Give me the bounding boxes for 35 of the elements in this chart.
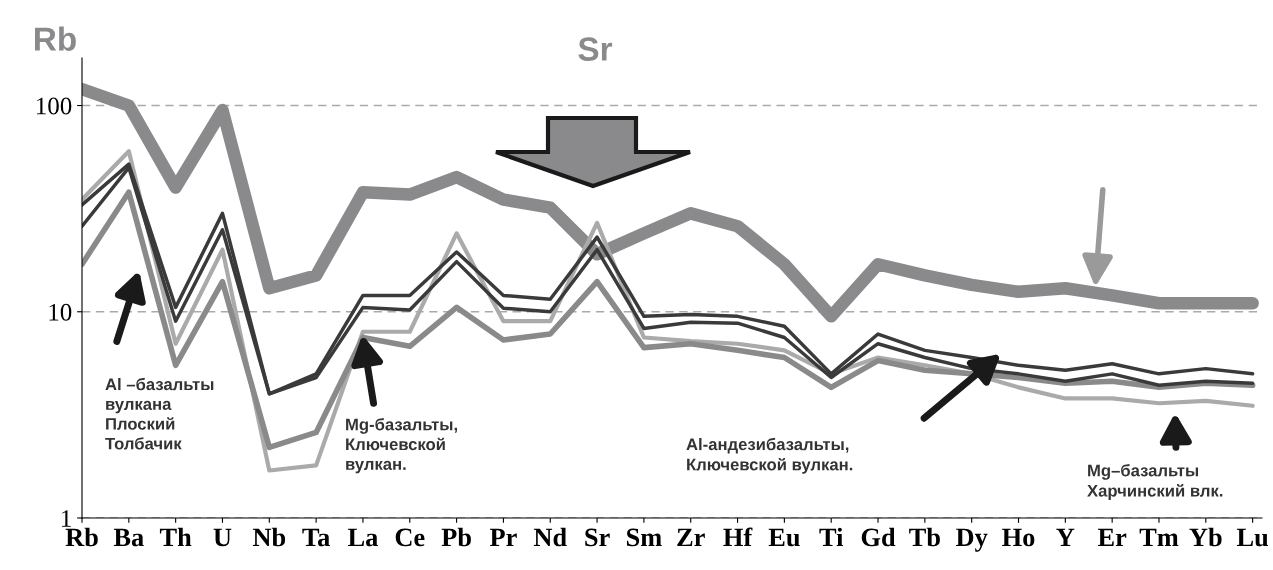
x-tick-label: Nb [252,527,286,547]
x-tick-label: Er [1097,528,1127,547]
x-tick-label: Tm [1139,528,1179,547]
annotation: Al-андезибазальты, Ключевской вулкан. [686,437,853,474]
x-tick-label: Tb [909,527,940,547]
annotation: Al –базальты вулкана Плоский Толбачик [105,377,214,450]
x-tick-label: Sr [585,528,610,547]
x-tick-label: Pr [489,528,517,547]
x-tick-label: Ho [1002,528,1035,547]
x-tick-label: Zr [677,528,705,547]
x-tick-label: Lu [1236,528,1269,547]
x-tick-label: Dy [956,528,988,552]
x-tick-label: Hf [723,527,753,547]
x-tick-label: Ba [113,528,144,547]
annotation: Sr [578,37,613,61]
x-tick-label: Gd [861,527,896,547]
x-tick-label: Ti [819,527,844,547]
annotation: Mg–базальты Харчинский влк. [1087,464,1223,500]
text: Rb [35,26,76,51]
x-tick-label: Yb [1189,527,1222,547]
x-tick-label: Ta [302,528,330,547]
x-tick-label: U [213,528,232,547]
annotation: Mg-базальты, Ключевской вулкан. [346,418,457,474]
x-tick-label: Sm [626,528,662,547]
y-tick-label: 100 [36,97,72,115]
y-tick-label: 1 [61,510,71,527]
x-tick-label: Eu [768,528,800,547]
x-tick-label: Y [1056,528,1075,547]
x-tick-label: Rb [65,527,98,547]
x-tick-label: La [348,528,378,547]
x-tick-label: Th [159,527,192,547]
x-tick-label: Nd [533,527,567,547]
y-tick-label: 10 [49,303,72,321]
x-tick-label: Pb [441,527,471,547]
x-tick-label: Ce [395,528,425,547]
